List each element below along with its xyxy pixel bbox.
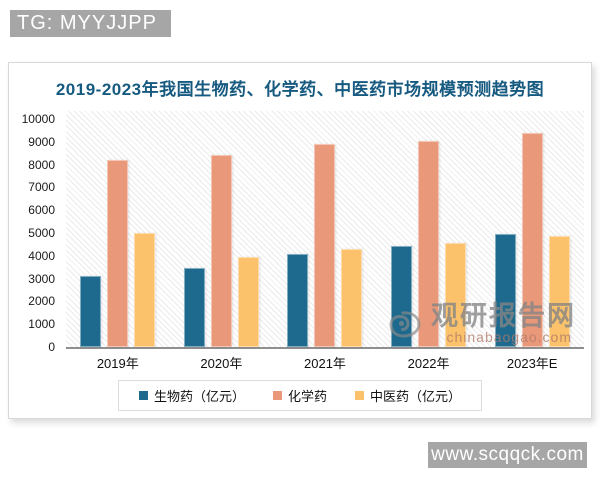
bar-series-container (66, 111, 584, 347)
legend-swatch-icon (138, 391, 148, 400)
y-tick-label: 1000 (28, 317, 55, 332)
bar (80, 276, 102, 347)
bar (237, 256, 259, 347)
legend-swatch-icon (355, 391, 365, 400)
x-tick-label: 2019年 (96, 356, 139, 371)
bar (418, 140, 440, 347)
legend: 生物药（亿元） 化学药 中医药（亿元） (117, 380, 483, 411)
y-tick-label: 2000 (28, 294, 55, 309)
bar (183, 268, 205, 347)
bar-group (480, 111, 584, 347)
y-tick-label: 3000 (28, 271, 55, 286)
y-tick-label: 9000 (28, 134, 55, 149)
x-tick-label: 2020年 (200, 356, 243, 371)
y-tick-label: 0 (48, 340, 55, 354)
bar (341, 248, 363, 347)
y-tick-label: 8000 (28, 157, 55, 172)
bar (445, 243, 467, 347)
bar (134, 233, 156, 347)
bar (548, 236, 570, 347)
bar-group (66, 111, 170, 347)
bar-group (273, 111, 377, 347)
y-axis: 0 1000 2000 3000 4000 5000 6000 7000 8000 9000 100… (9, 111, 59, 354)
bar (287, 253, 309, 347)
chart-title: 2019-2023年我国生物药、化学药、中医药市场规模预测趋势图 (55, 80, 545, 99)
y-tick-label: 4000 (28, 248, 55, 263)
y-tick-label: 7000 (28, 180, 55, 195)
plot-area: 观研报告网 chinabaogao.com (66, 111, 584, 349)
legend-label: 生物药（亿元） (153, 389, 245, 404)
x-tick-label: 2022年 (407, 356, 450, 371)
bar-group (377, 111, 481, 347)
x-tick-label: 2023年E (506, 356, 558, 371)
bar (391, 245, 413, 347)
y-tick-label: 6000 (28, 203, 55, 218)
bar (314, 144, 336, 347)
bar (107, 160, 129, 347)
x-tick-label: 2021年 (304, 356, 346, 371)
bar (210, 155, 232, 347)
legend-item: 中医药（亿元） (355, 386, 461, 405)
site-watermark: www.scqqck.com (428, 442, 587, 468)
legend-label: 中医药（亿元） (370, 389, 462, 404)
bar (521, 132, 543, 347)
tg-watermark: TG: MYYJJPP (10, 10, 171, 37)
legend-item: 化学药 (272, 386, 328, 405)
legend-label: 化学药 (287, 389, 328, 404)
y-tick-label: 10000 (21, 112, 55, 126)
bar (494, 234, 516, 347)
x-axis: 2019年 2020年 2021年 2022年 2023年E (66, 353, 584, 372)
legend-item: 生物药（亿元） (138, 386, 245, 405)
y-tick-label: 5000 (28, 226, 55, 240)
chart-card: 2019-2023年我国生物药、化学药、中医药市场规模预测趋势图 0 1000 20… (8, 62, 592, 419)
legend-swatch-icon (272, 391, 282, 400)
bar-group (170, 111, 274, 347)
